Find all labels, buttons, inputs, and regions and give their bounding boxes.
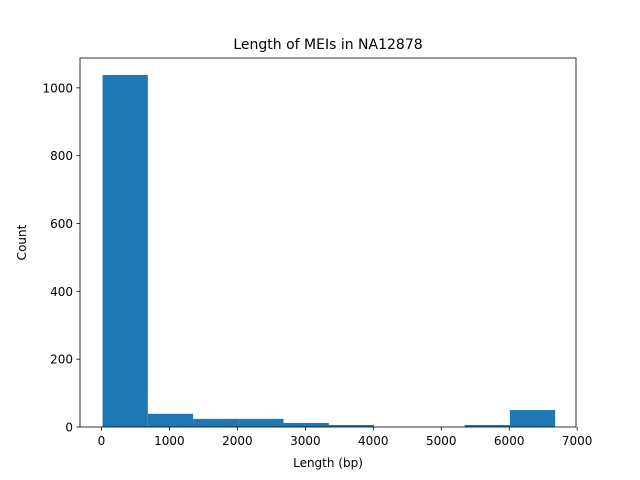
x-tick-label: 2000 [222, 434, 253, 448]
plot-frame [79, 57, 577, 428]
x-tick-label: 3000 [290, 434, 321, 448]
x-tick-label: 1000 [154, 434, 185, 448]
y-tick-label: 0 [65, 421, 73, 435]
x-axis-ticks: 0 1000 2000 3000 4000 5000 6000 7000 [98, 427, 593, 448]
x-axis-label: Length (bp) [293, 456, 363, 470]
x-tick-label: 6000 [494, 434, 525, 448]
x-tick-label: 7000 [562, 434, 593, 448]
histogram-bar-4 [283, 422, 329, 427]
x-tick-label: 4000 [358, 434, 389, 448]
histogram-bar-5 [328, 424, 375, 427]
histogram-bar-8 [464, 424, 510, 427]
y-tick-label: 400 [50, 285, 73, 299]
y-axis-ticks: 0 200 400 600 800 1000 [42, 81, 80, 435]
chart-title: Length of MEIs in NA12878 [233, 37, 422, 53]
bars-group [102, 74, 556, 428]
x-tick-label: 5000 [426, 434, 457, 448]
y-tick-label: 600 [50, 217, 73, 231]
y-tick-label: 800 [50, 149, 73, 163]
histogram-bar-2 [193, 418, 239, 427]
y-axis-label: Count [15, 224, 29, 260]
y-tick-label: 200 [50, 353, 73, 367]
x-tick-label: 0 [98, 434, 106, 448]
histogram-bar-3 [238, 418, 284, 427]
y-tick-label: 1000 [42, 81, 73, 95]
histogram-bar-1 [147, 413, 194, 427]
histogram-bar-0 [102, 74, 148, 428]
histogram-bar-9 [509, 410, 556, 427]
